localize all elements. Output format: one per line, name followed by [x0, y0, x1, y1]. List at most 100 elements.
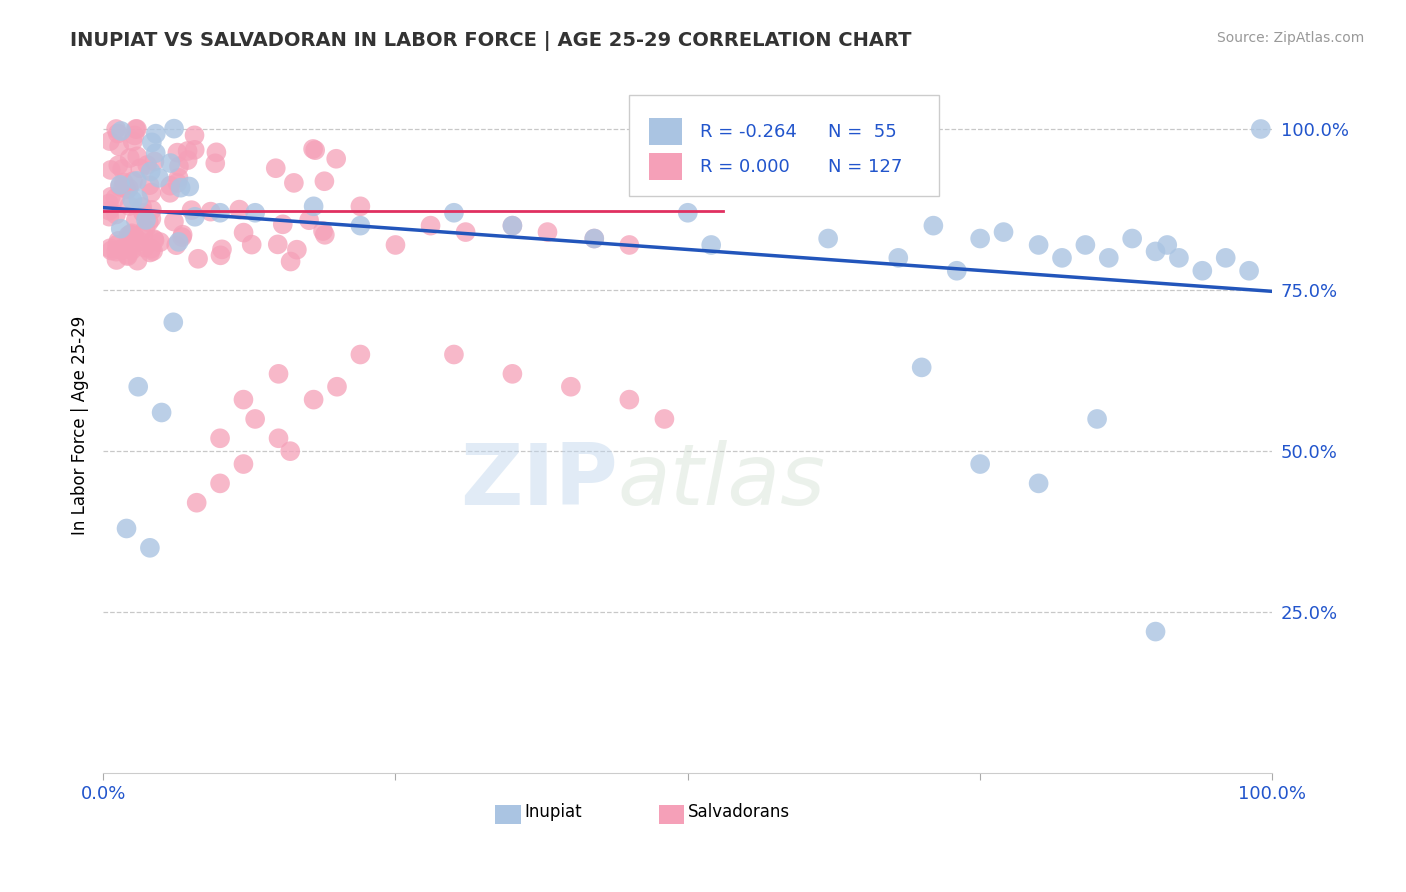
Point	[232, 392, 254, 407]
Point	[583, 231, 606, 245]
Point	[139, 541, 162, 555]
Point	[107, 127, 129, 141]
Point	[209, 206, 232, 220]
Point	[111, 243, 134, 257]
Point	[142, 244, 165, 258]
Point	[138, 215, 160, 229]
Point	[1050, 251, 1073, 265]
Point	[159, 156, 181, 170]
Point	[179, 179, 201, 194]
Point	[121, 226, 143, 240]
Point	[209, 476, 232, 491]
Point	[243, 412, 266, 426]
Point	[654, 412, 676, 426]
Bar	[658, 805, 685, 824]
Point	[121, 244, 143, 258]
Point	[443, 347, 465, 361]
Point	[134, 241, 156, 255]
Point	[172, 227, 194, 242]
Point	[98, 241, 121, 255]
Y-axis label: In Labor Force | Age 25-29: In Labor Force | Age 25-29	[72, 316, 89, 535]
Point	[131, 200, 153, 214]
Point	[264, 161, 287, 176]
Point	[121, 135, 143, 149]
Point	[110, 178, 132, 192]
Point	[184, 210, 207, 224]
Point	[139, 164, 162, 178]
Point	[183, 143, 205, 157]
Point	[349, 347, 371, 361]
Point	[125, 235, 148, 250]
Point	[280, 254, 302, 268]
Point	[98, 210, 121, 224]
Point	[619, 238, 641, 252]
Point	[211, 243, 233, 257]
Point	[108, 242, 131, 256]
Point	[166, 145, 188, 160]
Point	[122, 228, 145, 243]
Point	[105, 237, 128, 252]
Point	[283, 176, 305, 190]
Point	[312, 224, 335, 238]
Point	[143, 154, 166, 169]
Point	[145, 127, 167, 141]
Point	[180, 203, 202, 218]
Point	[141, 136, 163, 150]
Text: Salvadorans: Salvadorans	[688, 803, 790, 821]
Point	[143, 232, 166, 246]
Point	[243, 206, 266, 220]
Point	[1144, 244, 1167, 259]
Point	[325, 152, 347, 166]
Point	[501, 367, 523, 381]
Point	[167, 235, 190, 249]
Point	[127, 149, 149, 163]
Point	[167, 170, 190, 185]
Point	[1028, 238, 1050, 252]
Point	[1074, 238, 1097, 252]
Point	[125, 122, 148, 136]
Point	[115, 521, 138, 535]
Point	[107, 158, 129, 172]
Point	[117, 248, 139, 262]
Point	[163, 121, 186, 136]
Point	[149, 235, 172, 249]
Point	[141, 202, 163, 217]
Point	[159, 178, 181, 193]
Point	[118, 181, 141, 195]
Point	[183, 128, 205, 143]
Point	[136, 158, 159, 172]
Point	[110, 221, 132, 235]
Point	[204, 156, 226, 170]
Point	[945, 264, 967, 278]
Point	[141, 211, 163, 226]
Point	[298, 213, 321, 227]
Point	[911, 360, 934, 375]
Text: INUPIAT VS SALVADORAN IN LABOR FORCE | AGE 25-29 CORRELATION CHART: INUPIAT VS SALVADORAN IN LABOR FORCE | A…	[70, 31, 912, 51]
Point	[209, 431, 232, 445]
Point	[166, 176, 188, 190]
Point	[1237, 264, 1260, 278]
Text: R = -0.264: R = -0.264	[700, 123, 796, 141]
Point	[125, 174, 148, 188]
Point	[170, 230, 193, 244]
Point	[443, 206, 465, 220]
Bar	[650, 153, 682, 179]
Point	[302, 142, 325, 156]
Point	[108, 139, 131, 153]
Point	[112, 176, 135, 190]
Point	[110, 124, 132, 138]
Point	[105, 244, 128, 259]
Point	[454, 225, 477, 239]
Point	[138, 178, 160, 193]
Point	[169, 180, 191, 194]
Point	[107, 234, 129, 248]
Point	[1144, 624, 1167, 639]
Point	[1098, 251, 1121, 265]
Point	[128, 234, 150, 248]
Point	[162, 315, 184, 329]
Point	[141, 242, 163, 256]
Point	[134, 221, 156, 235]
Point	[1250, 122, 1272, 136]
Point	[209, 248, 232, 262]
Point	[200, 204, 222, 219]
